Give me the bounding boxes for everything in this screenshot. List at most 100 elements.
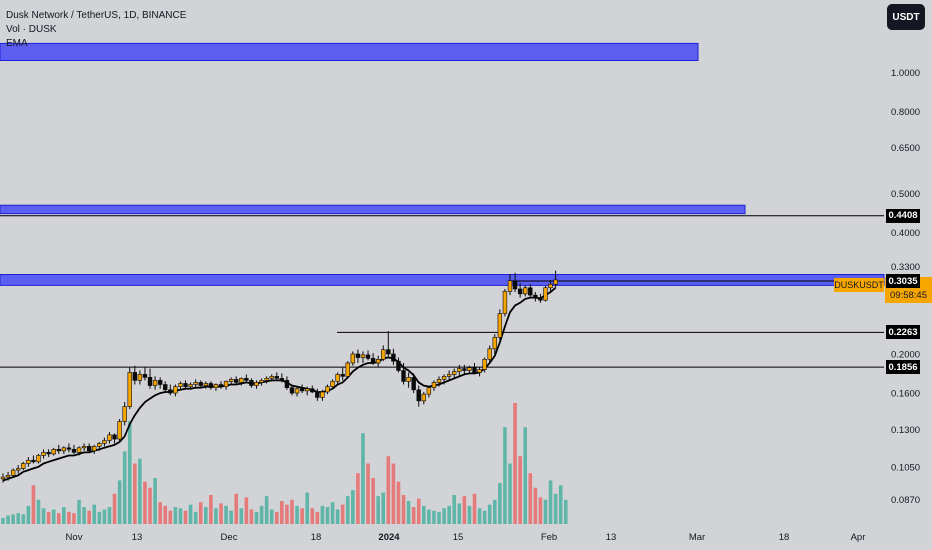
candle (350, 351, 356, 366)
volume-bar (320, 505, 325, 524)
volume-bar (264, 496, 269, 524)
volume-bar (366, 463, 370, 524)
candle-body (16, 468, 21, 471)
candle (355, 349, 361, 363)
candle-body (264, 378, 269, 381)
candle-body (452, 371, 457, 375)
currency-button[interactable]: USDT (887, 4, 925, 30)
volume-bar (487, 504, 492, 524)
volume-bar (290, 499, 294, 524)
volume-bar (178, 508, 183, 524)
volume-bar (356, 473, 360, 524)
candle-body (152, 380, 158, 386)
volume-bar (523, 427, 528, 524)
candle (213, 383, 219, 391)
candle (264, 376, 269, 384)
candle-body (254, 382, 259, 386)
volume-bar (198, 502, 203, 524)
volume-bar (183, 510, 188, 524)
candle-body (512, 280, 518, 290)
volume-bar (117, 480, 122, 524)
volume-bar (46, 511, 51, 524)
volume-bar (548, 480, 553, 524)
candle-body (203, 383, 208, 386)
y-axis-tick-label: 0.4000 (891, 228, 920, 239)
candle (259, 378, 264, 386)
volume-bar (513, 403, 517, 524)
candle-body (538, 297, 543, 301)
candle-body (142, 374, 148, 378)
candle-body (239, 378, 244, 383)
candle-body (310, 388, 315, 393)
resistance-zone (0, 274, 885, 286)
volume-bar (462, 496, 467, 524)
volume-bar (361, 433, 365, 524)
candle (528, 284, 533, 298)
volume-bar (249, 509, 254, 524)
candle-body (193, 382, 198, 385)
candle (406, 372, 411, 388)
candle (269, 374, 274, 382)
x-axis-tick-label: Feb (541, 532, 557, 543)
volume-bar (1, 517, 5, 524)
symbol-title[interactable]: Dusk Network / TetherUS, 1D, BINANCE (6, 10, 187, 21)
candle (249, 378, 254, 388)
candle (26, 457, 31, 467)
volume-bar (239, 508, 244, 524)
candle (446, 370, 452, 381)
candle-body (223, 381, 229, 387)
candle-body (249, 380, 254, 386)
candle-body (436, 379, 442, 383)
candle (310, 385, 315, 394)
candle-body (315, 391, 320, 398)
candle (294, 386, 300, 397)
candle-body (132, 372, 138, 381)
candle (487, 345, 492, 363)
candle-body (51, 449, 56, 455)
volume-bar (92, 504, 97, 524)
candle (279, 373, 285, 383)
volume-bar (437, 511, 441, 524)
volume-bar (396, 481, 401, 524)
candle-body (472, 367, 477, 373)
volume-bar (82, 507, 86, 524)
ema-indicator-label[interactable]: EMA (6, 38, 28, 49)
candle (441, 374, 447, 385)
candle (477, 366, 482, 377)
candle (183, 380, 188, 389)
x-axis-tick-label: 13 (132, 532, 143, 543)
volume-indicator-label[interactable]: Vol · DUSK (6, 24, 57, 35)
candle (289, 384, 295, 396)
candle-body (279, 378, 285, 381)
candle (117, 418, 122, 442)
ema-line (2, 287, 557, 482)
candle (0, 473, 6, 483)
candle-body (183, 383, 188, 387)
candle (391, 348, 396, 365)
candle-body (178, 383, 183, 387)
candle-body (553, 279, 558, 285)
candle-body (228, 379, 234, 382)
volume-bar (315, 511, 320, 524)
candle (31, 455, 36, 464)
candle-body (294, 388, 300, 394)
candle-body (462, 368, 467, 371)
candle-body (360, 354, 366, 358)
candle (381, 345, 386, 362)
candle-body (122, 406, 127, 422)
chart-legend: Dusk Network / TetherUS, 1D, BINANCE Vol… (6, 9, 186, 51)
volume-bar (285, 504, 289, 524)
volume-bar (51, 509, 56, 524)
volume-bar (97, 511, 102, 524)
candle (218, 381, 224, 389)
volume-bar (406, 501, 411, 524)
volume-bar (411, 507, 416, 524)
candle (467, 365, 472, 375)
x-axis-tick-label: Nov (66, 532, 83, 543)
x-axis-tick-label: 13 (606, 532, 617, 543)
candle-body (289, 387, 295, 394)
candle-body (198, 382, 203, 386)
volume-bar (295, 505, 299, 524)
candle-body (163, 384, 168, 391)
